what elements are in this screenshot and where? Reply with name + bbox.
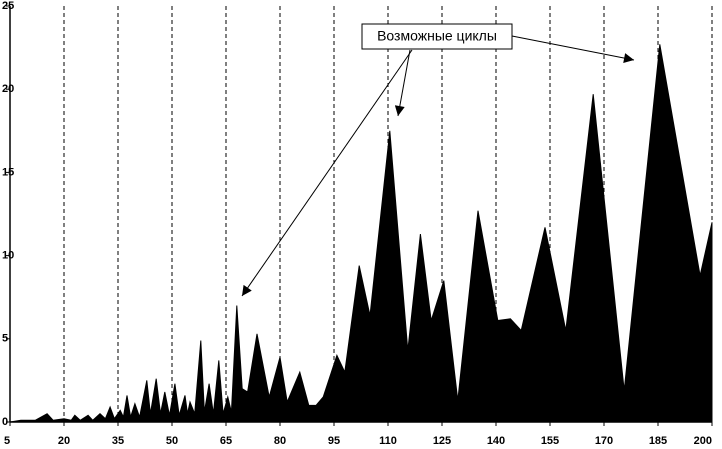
x-tick-label: 155 bbox=[541, 435, 559, 447]
arrow bbox=[511, 35, 635, 63]
arrow bbox=[394, 49, 411, 117]
y-tick-label: 5 bbox=[2, 333, 8, 345]
annotation-text: Возможные циклы bbox=[377, 28, 497, 44]
x-tick-label: 35 bbox=[112, 435, 124, 447]
x-tick-label: 50 bbox=[166, 435, 178, 447]
y-tick-label: 0 bbox=[2, 416, 8, 428]
x-tick-label: 80 bbox=[274, 435, 286, 447]
x-tick-label: 125 bbox=[433, 435, 451, 447]
x-tick-label: 65 bbox=[220, 435, 232, 447]
x-tick-label: 185 bbox=[649, 435, 667, 447]
x-tick-label: 20 bbox=[58, 435, 70, 447]
x-tick-label: 110 bbox=[379, 435, 397, 447]
x-tick-label: 140 bbox=[487, 435, 505, 447]
x-tick-label: 5 bbox=[4, 435, 10, 447]
x-tick-label: 200 bbox=[694, 435, 712, 447]
area bbox=[9, 44, 713, 423]
annotation: Возможные циклы bbox=[241, 23, 635, 297]
arrow bbox=[241, 49, 413, 297]
plot bbox=[9, 44, 713, 423]
x-tick-label: 95 bbox=[328, 435, 340, 447]
annotation-box bbox=[361, 23, 513, 50]
x-tick-label: 170 bbox=[595, 435, 613, 447]
